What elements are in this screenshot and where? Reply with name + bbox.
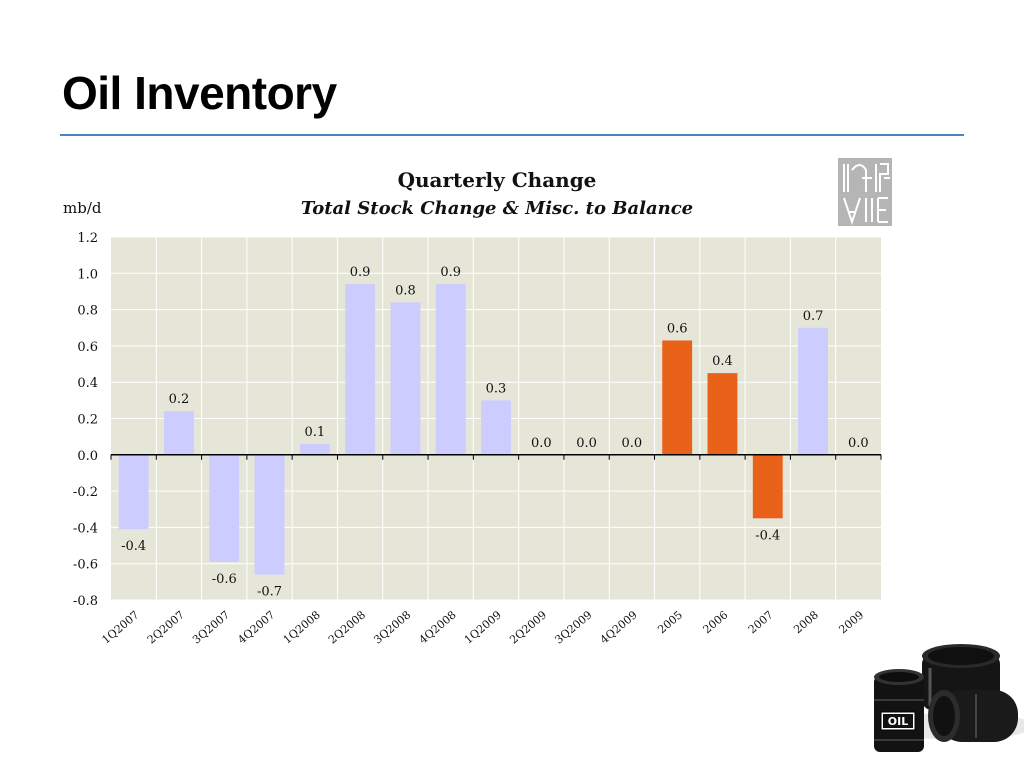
data-label: 0.0 xyxy=(576,436,597,451)
barrel-front: OIL xyxy=(874,669,924,752)
data-label: 0.2 xyxy=(169,392,190,407)
data-label: 0.9 xyxy=(440,265,461,280)
bar xyxy=(707,373,738,455)
bar xyxy=(390,302,421,455)
x-tick-label: 2Q2007 xyxy=(145,608,187,646)
y-tick-label: 0.0 xyxy=(77,449,98,464)
bar xyxy=(163,411,194,455)
x-tick-label: 4Q2008 xyxy=(417,608,459,646)
y-tick-label: 1.2 xyxy=(77,231,98,246)
bar xyxy=(118,454,149,530)
plot-area: 1.2 1.0 0.8 0.6 0.4 0.2 0.0 -0.2 -0.4 -0.6 -0.8 -0.… xyxy=(73,231,882,647)
y-tick-label: 0.2 xyxy=(77,413,98,428)
data-label: 0.7 xyxy=(803,309,824,324)
x-tick-label: 4Q2007 xyxy=(235,608,277,646)
x-tick-label: 3Q2009 xyxy=(552,608,594,646)
x-tick-label: 2009 xyxy=(836,608,866,636)
x-tick-label: 4Q2009 xyxy=(598,608,640,646)
title-divider xyxy=(60,134,964,136)
bar xyxy=(345,284,376,455)
y-tick-label: 0.6 xyxy=(77,340,98,355)
y-tick-label: 0.8 xyxy=(77,304,98,319)
x-tick-label: 2008 xyxy=(791,608,821,636)
chart-subtitle: Total Stock Change & Misc. to Balance xyxy=(301,198,693,219)
bar xyxy=(299,443,330,455)
data-label: 0.0 xyxy=(622,436,643,451)
barrel-oil-label: OIL xyxy=(888,715,908,728)
x-tick-label: 1Q2007 xyxy=(100,608,142,646)
data-label: -0.7 xyxy=(257,585,282,600)
data-label: 0.8 xyxy=(395,283,416,298)
y-tick-label: 1.0 xyxy=(77,267,98,282)
x-tick-label: 2006 xyxy=(701,608,731,636)
y-tick-label: -0.4 xyxy=(73,521,98,536)
data-label: 0.6 xyxy=(667,321,688,336)
bar xyxy=(209,454,240,562)
slide-title: Oil Inventory xyxy=(62,67,337,119)
x-tick-label: 1Q2009 xyxy=(462,608,504,646)
x-tick-label: 2005 xyxy=(655,608,685,636)
barrel-lying xyxy=(928,690,1018,742)
data-label: -0.6 xyxy=(212,572,237,587)
x-tick-label: 2Q2008 xyxy=(326,608,368,646)
y-tick-label: -0.6 xyxy=(73,558,98,573)
oil-barrels-clipart: OIL xyxy=(874,644,1024,752)
y-tick-label: -0.8 xyxy=(73,594,98,609)
iea-logo xyxy=(838,158,892,226)
bar xyxy=(752,454,783,519)
bar xyxy=(662,340,693,455)
bar xyxy=(435,284,466,455)
data-label: -0.4 xyxy=(121,539,146,554)
x-tick-label: 3Q2007 xyxy=(190,608,232,646)
x-tick-label: 2Q2009 xyxy=(507,608,549,646)
y-axis-unit-label: mb/d xyxy=(63,199,102,217)
data-label: 0.3 xyxy=(486,381,507,396)
x-tick-label: 3Q2008 xyxy=(371,608,413,646)
data-label: 0.1 xyxy=(304,425,325,440)
chart-title: Quarterly Change xyxy=(398,168,597,192)
bar xyxy=(481,400,511,455)
x-tick-label: 1Q2008 xyxy=(281,608,323,646)
data-label: -0.4 xyxy=(755,528,780,543)
data-label: 0.9 xyxy=(350,265,371,280)
data-label: 0.4 xyxy=(712,354,733,369)
y-tick-label: 0.4 xyxy=(77,376,98,391)
bar xyxy=(798,327,829,455)
x-tick-label: 2007 xyxy=(746,608,776,636)
y-tick-label: -0.2 xyxy=(73,485,98,500)
bar xyxy=(254,454,285,575)
data-label: 0.0 xyxy=(848,436,869,451)
data-label: 0.0 xyxy=(531,436,552,451)
